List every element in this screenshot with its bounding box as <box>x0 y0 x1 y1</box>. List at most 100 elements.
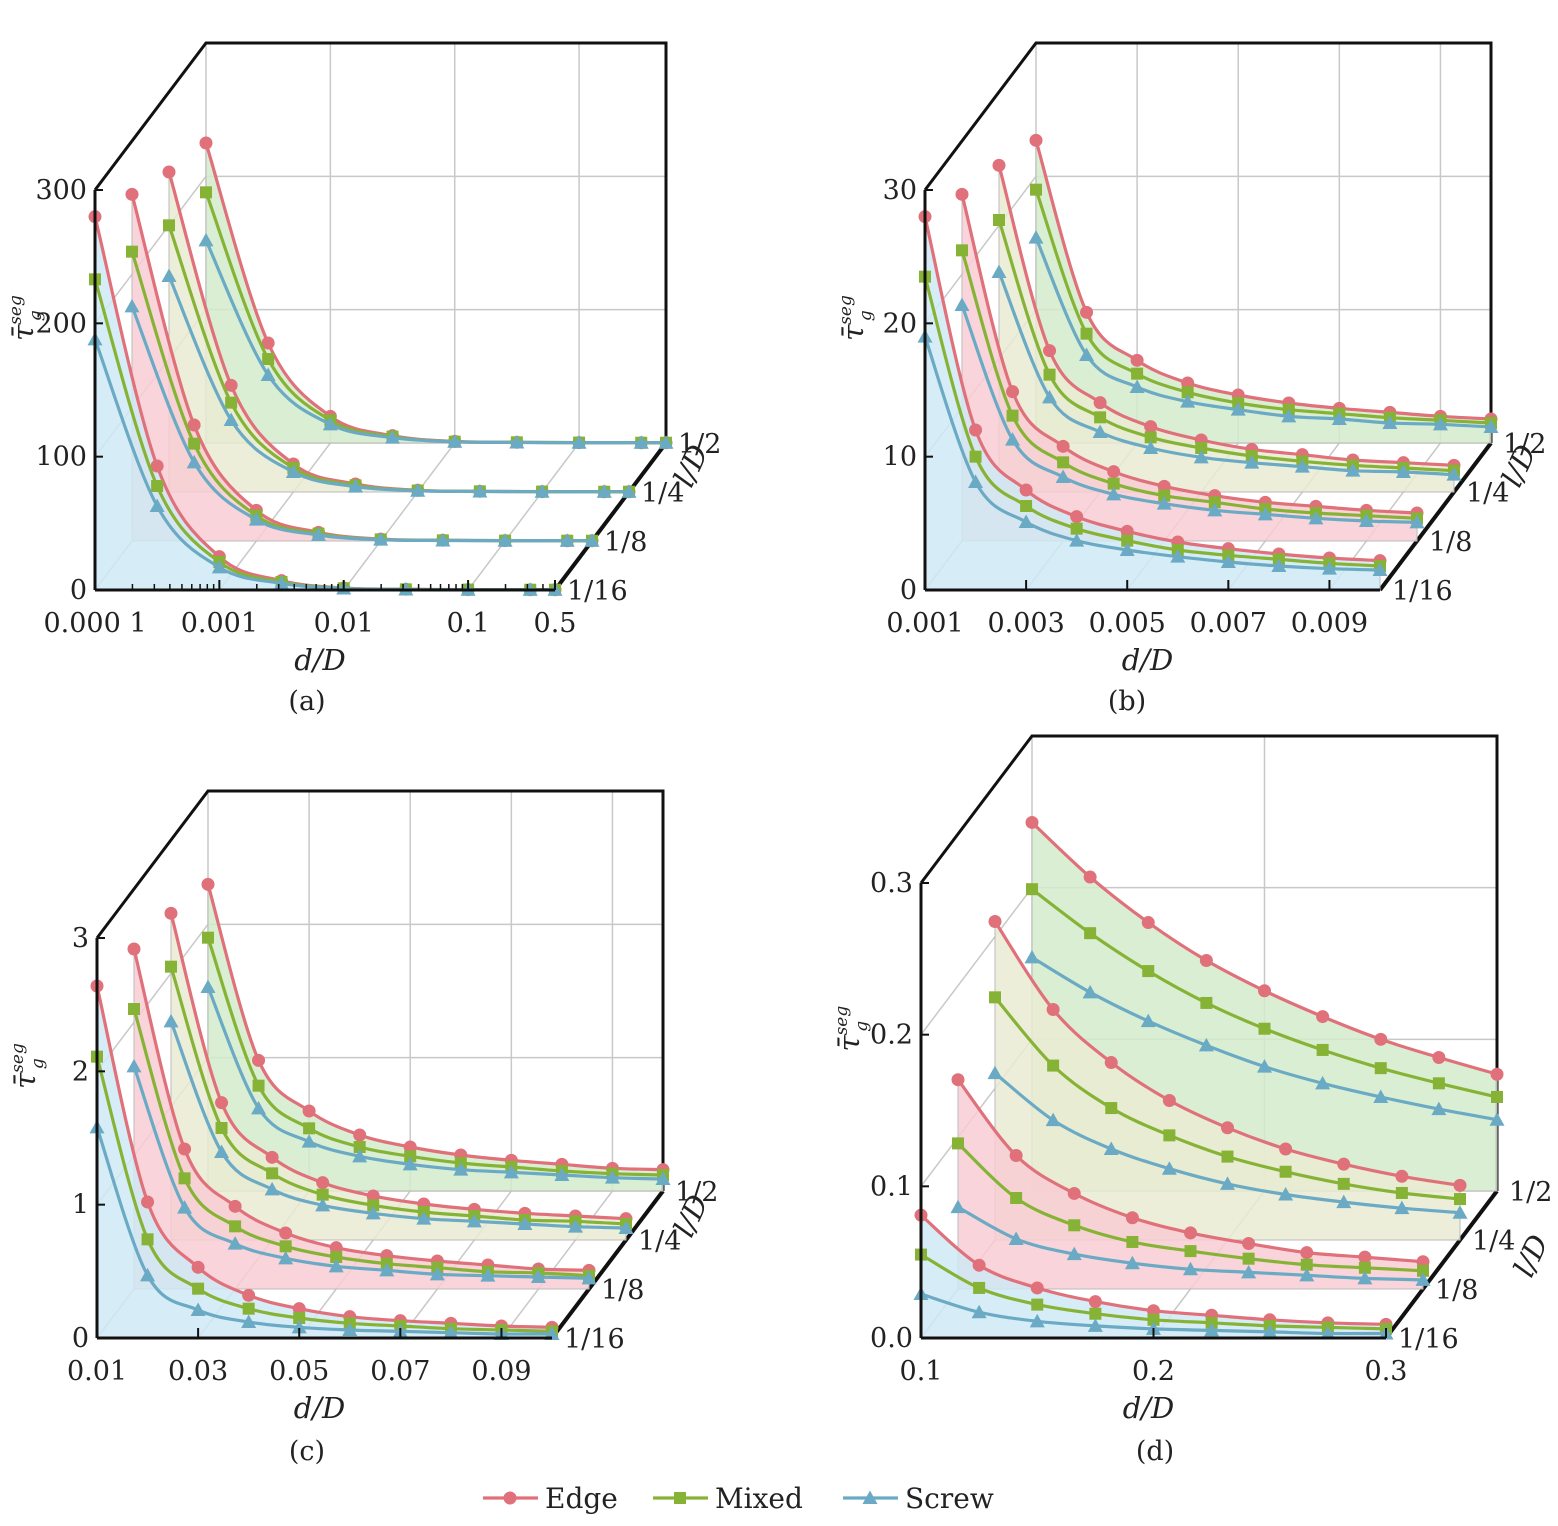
x-tick-label: 0.5 <box>534 608 577 639</box>
y-tick-label: 20 <box>883 308 917 339</box>
data-point-screw <box>1372 562 1388 576</box>
data-point-mixed <box>1031 1298 1044 1311</box>
data-point-mixed <box>1006 409 1019 422</box>
y-tick-label: 100 <box>35 442 87 473</box>
data-point-edge <box>955 187 969 201</box>
data-point-edge <box>1120 524 1134 538</box>
data-point-screw <box>1028 230 1044 244</box>
data-point-screw <box>1220 554 1236 568</box>
x-tick-label: 0.001 <box>886 608 963 639</box>
legend-item-edge: Edge <box>483 1482 618 1515</box>
data-point-screw <box>1005 432 1021 446</box>
z-tick-label: 1/8 <box>1429 527 1472 558</box>
y-tick-label: 0.0 <box>870 1323 913 1354</box>
data-point-screw <box>534 484 550 498</box>
data-point-screw <box>503 1164 519 1179</box>
z-tick-label: 1/2 <box>675 1177 718 1208</box>
data-point-screw <box>291 1319 307 1334</box>
data-point-screw <box>264 1181 280 1196</box>
data-point-mixed <box>1094 411 1107 424</box>
data-point-screw <box>1394 1200 1410 1215</box>
data-point-edge <box>201 877 215 891</box>
data-point-screw <box>352 1148 368 1163</box>
data-point-mixed <box>242 1302 255 1315</box>
legend-label: Edge <box>545 1482 618 1515</box>
data-point-edge <box>1395 1169 1409 1183</box>
legend-label: Mixed <box>715 1482 803 1515</box>
data-point-mixed <box>1126 1235 1139 1248</box>
data-point-screw <box>633 435 649 449</box>
y-label-sup: seg <box>8 1043 28 1073</box>
data-point-mixed <box>1358 1261 1371 1274</box>
data-point-screw <box>198 232 214 247</box>
data-point-edge <box>1130 353 1144 367</box>
data-point-screw <box>347 479 363 493</box>
data-point-mixed <box>1221 1150 1234 1163</box>
data-point-mixed <box>969 450 982 463</box>
data-point-screw <box>1382 415 1398 429</box>
box-frame <box>93 41 668 443</box>
data-point-edge <box>1157 479 1171 493</box>
x-tick-label: 0.09 <box>471 1356 531 1387</box>
data-point-screw <box>402 1156 418 1171</box>
data-point-screw <box>1241 1264 1257 1279</box>
data-point-edge <box>1006 385 1020 399</box>
data-point-screw <box>443 1325 459 1339</box>
z-tick-label: 1/2 <box>1503 429 1546 460</box>
grid-line <box>920 887 1033 1036</box>
data-point-screw <box>1092 424 1108 438</box>
panel-caption: (c) <box>289 1436 325 1467</box>
data-point-mixed <box>202 931 214 944</box>
data-point-edge <box>1453 1178 1467 1192</box>
data-point-mixed <box>1205 1316 1218 1329</box>
data-point-mixed <box>229 1220 242 1233</box>
x-tick-label: 0.005 <box>1089 608 1166 639</box>
data-point-edge <box>1046 1002 1060 1016</box>
data-point-mixed <box>1080 327 1093 340</box>
data-point-mixed <box>1047 1059 1060 1072</box>
data-point-mixed <box>316 1188 329 1201</box>
data-point-screw <box>950 1199 966 1214</box>
data-point-screw <box>1079 347 1095 361</box>
data-point-mixed <box>279 1240 292 1253</box>
y-label-symbol: τ̄ <box>832 1034 866 1051</box>
data-point-screw <box>1180 394 1196 408</box>
data-point-mixed <box>1184 1245 1197 1258</box>
data-point-screw <box>223 412 239 426</box>
data-point-mixed <box>952 1137 964 1150</box>
data-point-mixed <box>404 1150 417 1163</box>
data-point-screw <box>1452 1205 1468 1219</box>
data-point-mixed <box>1030 183 1042 196</box>
data-point-screw <box>1257 1059 1272 1073</box>
data-point-edge <box>1141 916 1155 930</box>
layer-1-16 <box>89 979 560 1340</box>
data-point-mixed <box>1147 1313 1160 1326</box>
data-point-mixed <box>188 437 201 450</box>
data-point-screw <box>248 512 264 526</box>
z-tick-label: 1/4 <box>1472 1226 1515 1257</box>
data-point-mixed <box>956 244 968 257</box>
legend-marker-circle <box>503 1491 517 1505</box>
x-tick-label: 0.03 <box>168 1356 228 1387</box>
data-point-mixed <box>1131 367 1144 380</box>
data-point-mixed <box>993 214 1005 226</box>
data-point-edge <box>1104 1056 1118 1070</box>
data-point-mixed <box>1258 1022 1271 1035</box>
data-point-edge <box>1181 376 1195 390</box>
data-point-screw <box>447 434 463 448</box>
data-point-mixed <box>200 186 212 199</box>
box-frame <box>923 41 1493 443</box>
data-point-screw <box>968 474 984 488</box>
data-point-screw <box>1415 1272 1431 1286</box>
data-point-edge <box>224 378 238 392</box>
data-point-screw <box>1161 1161 1177 1175</box>
x-tick-label: 0.01 <box>314 608 374 639</box>
data-point-edge <box>125 187 139 201</box>
y-tick-label: 30 <box>883 175 917 206</box>
data-point-screw <box>1278 1187 1294 1201</box>
data-point-mixed <box>1300 1258 1313 1271</box>
y-tick-label: 0 <box>70 575 87 606</box>
data-point-edge <box>1030 1281 1044 1295</box>
x-tick-label: 0.05 <box>269 1356 329 1387</box>
